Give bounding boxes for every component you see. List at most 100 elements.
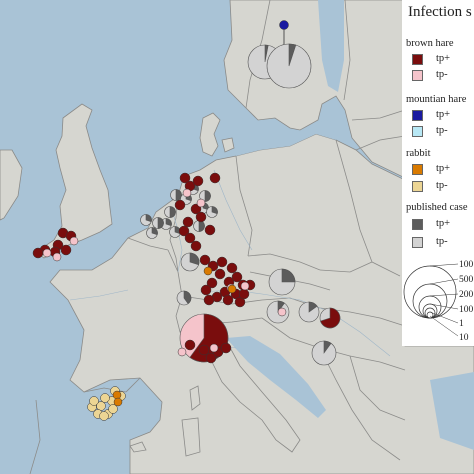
- published-case-marker: [152, 217, 164, 229]
- legend-label: tp-: [436, 125, 448, 136]
- brown-hare-negative-marker: [42, 248, 52, 258]
- pie-positive-slice: [288, 43, 297, 67]
- published-case-marker: [164, 206, 176, 218]
- ireland-land: [0, 149, 23, 221]
- brown-hare-negative-marker: [69, 236, 79, 246]
- pie-chart-marker: [266, 43, 312, 89]
- legend-panel: Infection s brown hare tp+ tp- mountian …: [402, 0, 474, 346]
- legend-group-mountain-hare: mountian hare: [406, 94, 467, 105]
- legend-label: tp+: [436, 163, 451, 174]
- pie-positive-slice: [308, 301, 318, 313]
- pie-chart-marker: [319, 307, 341, 329]
- size-circle-1000: [403, 265, 457, 319]
- published-case-marker: [140, 214, 152, 226]
- pie-positive-slice: [169, 206, 176, 218]
- brown-hare-positive-marker: [205, 352, 217, 364]
- size-leader: [429, 311, 459, 324]
- size-label: 1: [459, 319, 464, 329]
- rabbit-positive-marker: [113, 397, 123, 407]
- brown-hare-positive-marker: [222, 294, 234, 306]
- published-case-marker: [146, 227, 158, 239]
- size-label: 200: [459, 290, 474, 300]
- border-slovakia-hungary: [319, 261, 401, 277]
- legend-label: tp+: [436, 109, 451, 120]
- rabbit-negative-marker: [89, 396, 99, 406]
- size-label: 10: [459, 333, 469, 343]
- size-legend: 100 500 200 100 1 10: [403, 260, 474, 343]
- gulf-of-bothnia: [318, 0, 344, 92]
- border-balkans-mid: [349, 355, 406, 421]
- swatch-rabbit-negative: [412, 181, 423, 192]
- brown-hare-positive-marker: [200, 284, 212, 296]
- pie-positive-slice: [183, 290, 192, 305]
- swatch-mountain-hare-negative: [412, 126, 423, 137]
- river-rhine: [171, 209, 183, 273]
- brown-hare-positive-marker: [190, 240, 202, 252]
- swatch-published-negative: [412, 237, 423, 248]
- brown-hare-positive-marker: [60, 244, 72, 256]
- swatch-brown-hare-positive: [412, 54, 423, 65]
- pie-positive-slice: [264, 44, 269, 63]
- legend-group-brown-hare: brown hare: [406, 38, 454, 49]
- sardinia-land: [181, 417, 201, 457]
- border-germany-czech: [247, 253, 321, 271]
- legend-title: Infection s: [408, 4, 472, 20]
- swatch-brown-hare-negative: [412, 70, 423, 81]
- border-france-belgium: [127, 237, 169, 251]
- brown-hare-negative-marker: [52, 252, 62, 262]
- swatch-mountain-hare-positive: [412, 110, 423, 121]
- size-leader: [429, 278, 459, 285]
- pie-positive-slice: [175, 189, 182, 201]
- brown-hare-positive-marker: [32, 247, 44, 259]
- pie-chart-marker: [298, 301, 320, 323]
- baltic-sea: [236, 110, 336, 156]
- pie-positive-slice: [157, 217, 164, 229]
- adriatic-sea: [226, 336, 326, 418]
- legend-group-rabbit: rabbit: [406, 148, 431, 159]
- rabbit-positive-marker: [112, 390, 122, 400]
- legend-label: tp-: [436, 180, 448, 191]
- pie-chart-marker: [176, 290, 192, 306]
- size-leader: [429, 315, 459, 337]
- legend-label: tp-: [436, 236, 448, 247]
- brown-hare-positive-marker: [190, 203, 202, 215]
- brown-hare-positive-marker: [178, 225, 190, 237]
- brown-hare-positive-marker: [192, 175, 204, 187]
- pie-positive-slice: [189, 252, 200, 266]
- brown-hare-positive-marker: [204, 224, 216, 236]
- rabbit-positive-marker: [203, 266, 213, 276]
- brown-hare-negative-marker: [182, 188, 192, 198]
- black-sea: [430, 372, 474, 450]
- rabbit-negative-marker: [100, 393, 110, 403]
- border-sweden-finland: [343, 0, 351, 101]
- size-label: 500: [459, 275, 474, 285]
- brown-hare-negative-marker: [177, 347, 187, 357]
- pie-positive-slice: [151, 227, 158, 236]
- pie-positive-slice: [211, 206, 218, 215]
- published-case-marker: [170, 189, 182, 201]
- river-loire: [69, 289, 129, 301]
- brown-hare-positive-marker: [226, 262, 238, 274]
- pie-positive-slice: [145, 214, 152, 223]
- size-leader: [429, 263, 459, 267]
- brown-hare-negative-marker: [209, 343, 219, 353]
- brown-hare-positive-marker: [199, 254, 211, 266]
- size-circle-10: [424, 307, 436, 319]
- brown-hare-positive-marker: [184, 232, 196, 244]
- size-circle-200: [418, 295, 442, 319]
- corsica-land: [189, 385, 201, 411]
- legend-group-published-case: published case: [406, 202, 468, 213]
- brown-hare-negative-marker: [277, 307, 287, 317]
- brown-hare-positive-marker: [184, 339, 196, 351]
- border-benelux-germany: [169, 195, 179, 273]
- published-case-marker: [199, 190, 211, 202]
- brown-hare-positive-marker: [174, 199, 186, 211]
- brown-hare-positive-marker: [220, 342, 232, 354]
- size-circle-500: [412, 283, 448, 319]
- legend-label: tp+: [436, 53, 451, 64]
- pie-positive-slice: [323, 340, 332, 354]
- rabbit-positive-marker: [227, 284, 237, 294]
- border-france-germany: [167, 249, 183, 317]
